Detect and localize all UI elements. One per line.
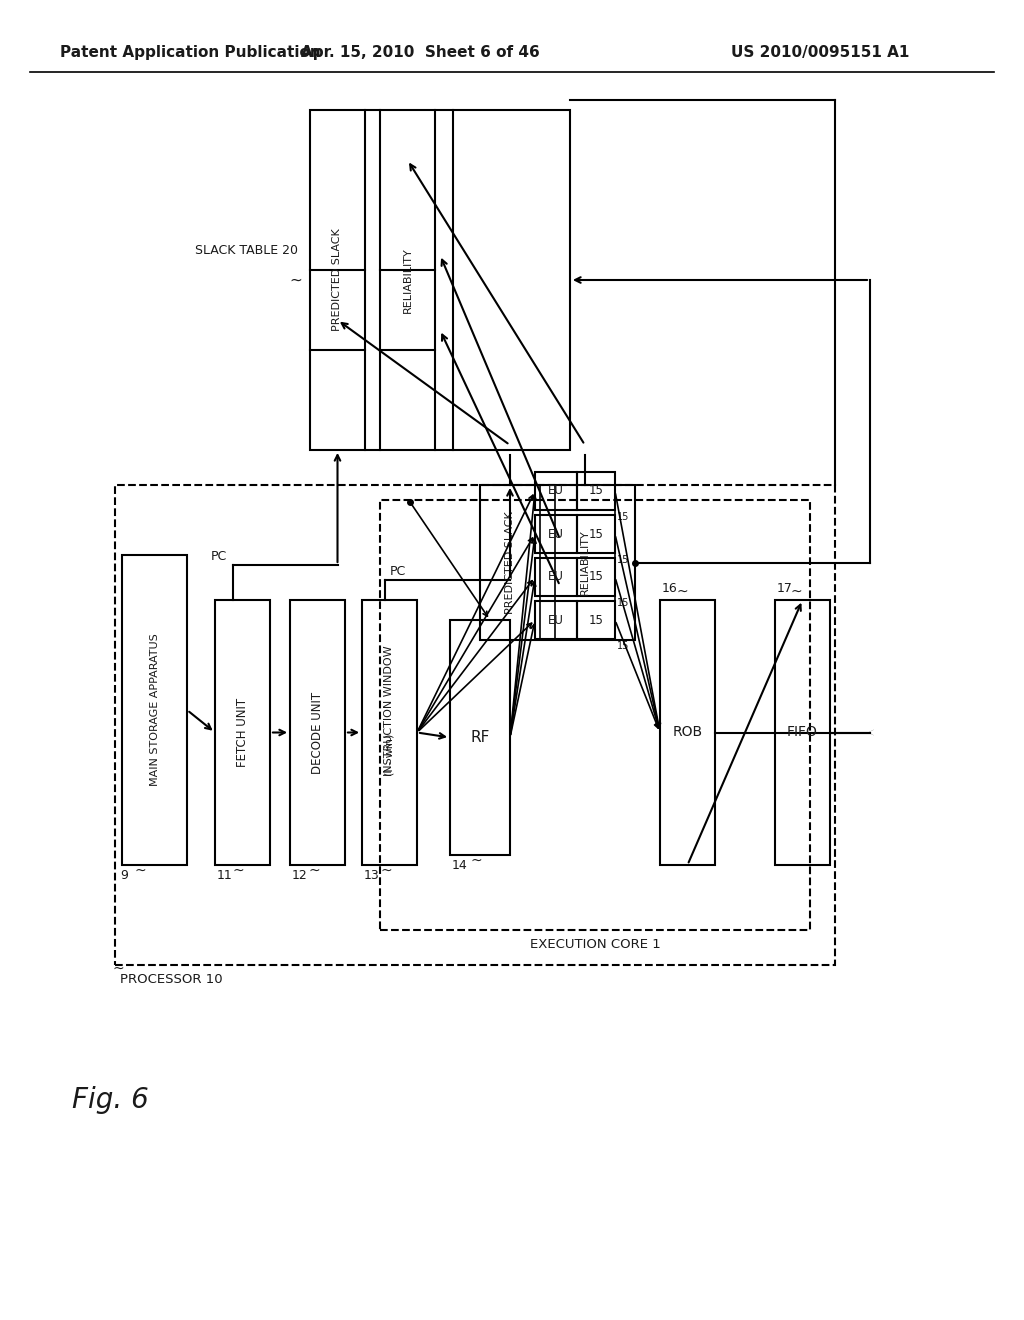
Text: 12: 12 — [292, 869, 308, 882]
Text: 15: 15 — [589, 614, 603, 627]
Bar — [362, 601, 417, 865]
Text: FETCH UNIT: FETCH UNIT — [236, 698, 249, 767]
Text: 15: 15 — [617, 598, 630, 609]
Text: RELIABILITY: RELIABILITY — [580, 529, 590, 595]
Bar — [310, 110, 570, 450]
Bar — [555, 484, 615, 640]
Bar — [535, 473, 577, 510]
Text: ~: ~ — [308, 865, 319, 878]
Text: 17: 17 — [777, 582, 793, 595]
Text: ~: ~ — [380, 865, 391, 878]
Bar — [535, 601, 577, 639]
Text: Patent Application Publication: Patent Application Publication — [60, 45, 321, 59]
Text: 15: 15 — [589, 570, 603, 583]
Text: EU: EU — [548, 570, 564, 583]
Text: DECODE UNIT: DECODE UNIT — [311, 692, 324, 774]
Text: EU: EU — [548, 614, 564, 627]
Bar — [660, 601, 715, 865]
Text: Apr. 15, 2010  Sheet 6 of 46: Apr. 15, 2010 Sheet 6 of 46 — [301, 45, 540, 59]
Bar — [122, 554, 187, 865]
Text: RELIABILITY: RELIABILITY — [402, 247, 413, 313]
Bar — [775, 601, 830, 865]
Text: SLACK TABLE 20: SLACK TABLE 20 — [195, 243, 298, 256]
Text: ~: ~ — [113, 962, 125, 975]
Text: PREDICTED SLACK: PREDICTED SLACK — [333, 228, 342, 331]
Text: ~: ~ — [470, 854, 481, 869]
Text: PC: PC — [211, 550, 227, 564]
Bar — [535, 515, 577, 553]
Text: US 2010/0095151 A1: US 2010/0095151 A1 — [731, 45, 909, 59]
Text: INSTRUCTION WINDOW: INSTRUCTION WINDOW — [384, 645, 394, 776]
Bar — [450, 620, 510, 855]
Text: RF: RF — [470, 730, 489, 744]
Text: PREDICTED SLACK: PREDICTED SLACK — [505, 511, 515, 614]
Text: PC: PC — [389, 565, 406, 578]
Text: EU: EU — [548, 528, 564, 540]
Bar — [535, 558, 577, 597]
Text: FIFO: FIFO — [787, 726, 818, 739]
Bar — [577, 515, 615, 553]
Text: 15: 15 — [617, 554, 630, 565]
Bar — [577, 473, 615, 510]
Text: 9: 9 — [120, 869, 128, 882]
Text: 14: 14 — [452, 859, 468, 873]
Bar — [577, 558, 615, 597]
Text: 15: 15 — [589, 484, 603, 498]
Text: MAIN STORAGE APPARATUS: MAIN STORAGE APPARATUS — [150, 634, 160, 787]
Text: 15: 15 — [617, 642, 630, 651]
Text: ~: ~ — [233, 865, 245, 878]
Bar — [290, 601, 345, 865]
Bar — [115, 484, 835, 965]
Text: Fig. 6: Fig. 6 — [72, 1086, 148, 1114]
Text: 15: 15 — [589, 528, 603, 540]
Bar — [480, 484, 635, 640]
Text: ROB: ROB — [673, 726, 702, 739]
Bar — [380, 500, 810, 931]
Text: ~: ~ — [676, 585, 688, 599]
Bar — [215, 601, 270, 865]
Text: EXECUTION CORE 1: EXECUTION CORE 1 — [529, 939, 660, 950]
Text: 13: 13 — [364, 869, 380, 882]
Text: 16: 16 — [662, 582, 678, 595]
Text: EU: EU — [548, 484, 564, 498]
Bar — [577, 601, 615, 639]
Text: ~: ~ — [134, 865, 145, 878]
Text: ~: ~ — [791, 585, 803, 599]
Text: (I - win): (I - win) — [384, 734, 394, 776]
Text: 15: 15 — [617, 512, 630, 521]
Text: PROCESSOR 10: PROCESSOR 10 — [120, 973, 222, 986]
Text: 11: 11 — [217, 869, 232, 882]
Text: ~: ~ — [289, 272, 302, 288]
Bar — [480, 484, 540, 640]
